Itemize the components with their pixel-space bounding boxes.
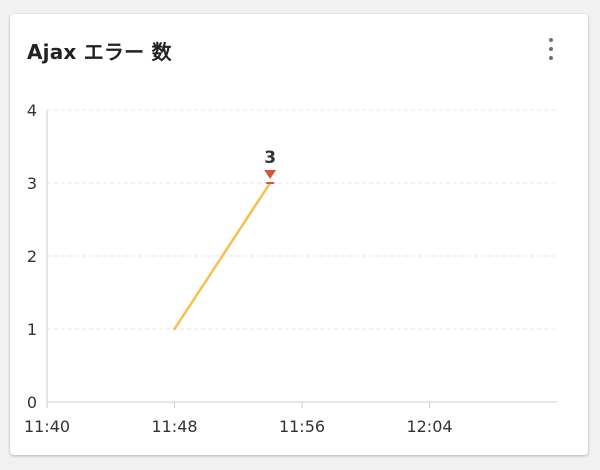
grid-lines (47, 109, 557, 330)
x-tick-label: 12:04 (406, 417, 452, 436)
peak-marker (264, 170, 277, 179)
x-tick-label: 11:48 (151, 417, 197, 436)
y-tick-label: 4 (27, 101, 37, 120)
ajax-errors-card: Ajax エラー 数 0 1 2 3 4 11:40 11:48 11:56 12:04 3 (10, 14, 588, 455)
y-tick-label: 0 (27, 393, 37, 412)
chart-annotations: 3 (264, 148, 277, 184)
y-tick-label: 3 (27, 174, 37, 193)
more-vert-icon[interactable] (544, 36, 558, 62)
series-line (173, 181, 272, 331)
chart-axes: 0 1 2 3 4 11:40 11:48 11:56 12:04 (24, 101, 557, 436)
chart-series (173, 181, 272, 331)
x-tick-label: 11:40 (24, 417, 70, 436)
peak-value-label: 3 (264, 148, 276, 168)
y-tick-label: 2 (27, 247, 37, 266)
card-title: Ajax エラー 数 (27, 40, 172, 64)
menu-dot (549, 56, 553, 60)
menu-dot (549, 47, 553, 51)
x-tick-label: 11:56 (279, 417, 325, 436)
menu-dot (549, 38, 553, 42)
y-tick-label: 1 (27, 320, 37, 339)
line-chart: 0 1 2 3 4 11:40 11:48 11:56 12:04 3 (24, 101, 557, 436)
